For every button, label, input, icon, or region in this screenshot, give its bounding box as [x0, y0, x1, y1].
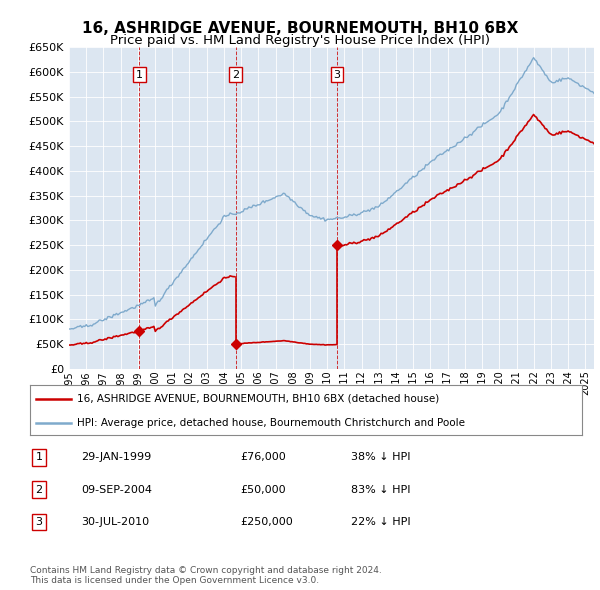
- Text: £50,000: £50,000: [240, 485, 286, 494]
- Text: 1: 1: [35, 453, 43, 462]
- Text: 2: 2: [232, 70, 239, 80]
- Text: £250,000: £250,000: [240, 517, 293, 527]
- Text: 38% ↓ HPI: 38% ↓ HPI: [351, 453, 410, 462]
- Text: 30-JUL-2010: 30-JUL-2010: [81, 517, 149, 527]
- Text: 2: 2: [35, 485, 43, 494]
- Text: HPI: Average price, detached house, Bournemouth Christchurch and Poole: HPI: Average price, detached house, Bour…: [77, 418, 465, 428]
- Text: 83% ↓ HPI: 83% ↓ HPI: [351, 485, 410, 494]
- Text: 16, ASHRIDGE AVENUE, BOURNEMOUTH, BH10 6BX (detached house): 16, ASHRIDGE AVENUE, BOURNEMOUTH, BH10 6…: [77, 394, 439, 404]
- Text: 16, ASHRIDGE AVENUE, BOURNEMOUTH, BH10 6BX: 16, ASHRIDGE AVENUE, BOURNEMOUTH, BH10 6…: [82, 21, 518, 35]
- Text: 1: 1: [136, 70, 143, 80]
- Text: £76,000: £76,000: [240, 453, 286, 462]
- Text: 3: 3: [334, 70, 341, 80]
- Text: 22% ↓ HPI: 22% ↓ HPI: [351, 517, 410, 527]
- Text: Price paid vs. HM Land Registry's House Price Index (HPI): Price paid vs. HM Land Registry's House …: [110, 34, 490, 47]
- Text: 3: 3: [35, 517, 43, 527]
- Text: 29-JAN-1999: 29-JAN-1999: [81, 453, 151, 462]
- Text: Contains HM Land Registry data © Crown copyright and database right 2024.
This d: Contains HM Land Registry data © Crown c…: [30, 566, 382, 585]
- Text: 09-SEP-2004: 09-SEP-2004: [81, 485, 152, 494]
